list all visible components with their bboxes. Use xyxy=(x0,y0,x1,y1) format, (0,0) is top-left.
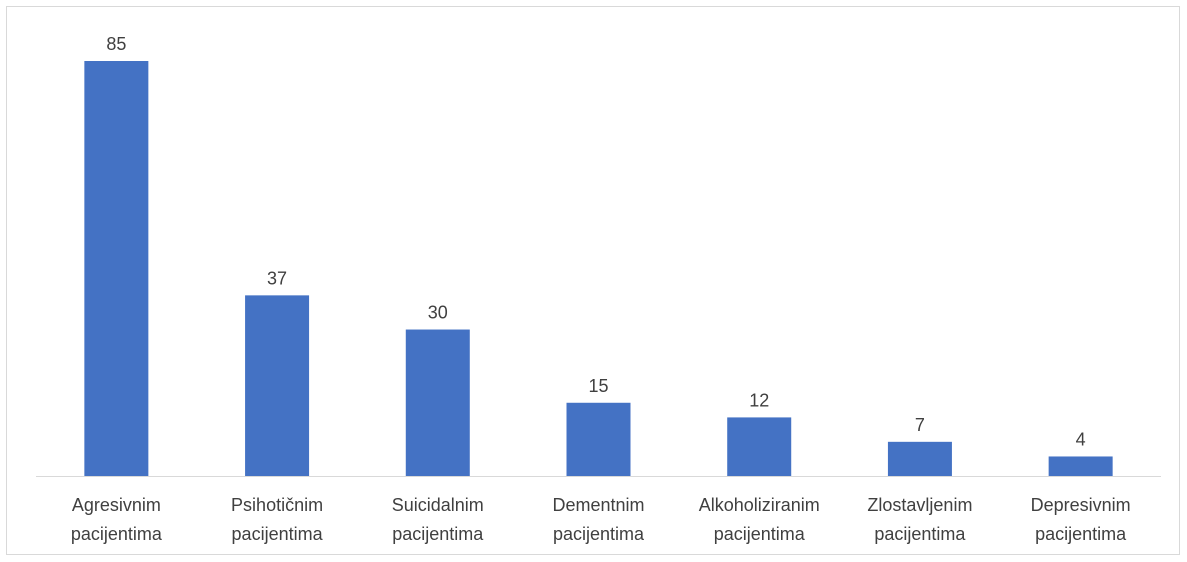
category-label-line: Agresivnim xyxy=(72,495,161,515)
category-label-line: pacijentima xyxy=(392,524,484,544)
category-label-2: Suicidalnim pacijentima xyxy=(392,495,485,544)
bar-0 xyxy=(84,61,149,476)
bar-4 xyxy=(727,417,792,476)
category-label-line: Alkoholiziranim xyxy=(699,495,820,515)
bars-group xyxy=(84,61,1113,476)
category-label-line: pacijentima xyxy=(1035,524,1127,544)
data-label-6: 4 xyxy=(1076,429,1086,449)
category-label-line: pacijentima xyxy=(553,524,645,544)
data-label-5: 7 xyxy=(915,415,925,435)
category-label-0: Agresivnim pacijentima xyxy=(71,495,163,544)
data-label-3: 15 xyxy=(588,376,608,396)
data-labels-group: 85 37 30 15 12 7 4 xyxy=(106,34,1085,449)
category-label-line: Dementnim xyxy=(552,495,644,515)
category-label-line: pacijentima xyxy=(232,524,324,544)
category-label-line: pacijentima xyxy=(714,524,806,544)
category-label-line: Psihotičnim xyxy=(231,495,323,515)
category-label-3: Dementnim pacijentima xyxy=(552,495,645,544)
category-label-6: Depresivnim pacijentima xyxy=(1031,495,1131,544)
bar-5 xyxy=(887,441,952,476)
category-label-line: Suicidalnim xyxy=(392,495,484,515)
category-label-line: pacijentima xyxy=(874,524,966,544)
category-label-line: Zlostavljenim xyxy=(867,495,972,515)
data-label-0: 85 xyxy=(106,34,126,54)
category-label-4: Alkoholiziranim pacijentima xyxy=(699,495,820,544)
category-label-5: Zlostavljenim pacijentima xyxy=(867,495,972,544)
category-label-line: Depresivnim xyxy=(1031,495,1131,515)
bar-1 xyxy=(245,295,310,476)
bar-6 xyxy=(1048,456,1113,476)
data-label-4: 12 xyxy=(749,390,769,410)
bar-2 xyxy=(405,329,470,476)
category-label-line: pacijentima xyxy=(71,524,163,544)
data-label-2: 30 xyxy=(428,303,448,323)
category-label-1: Psihotičnim pacijentima xyxy=(231,495,324,544)
bar-3 xyxy=(566,402,631,476)
category-labels-group: Agresivnim pacijentima Psihotičnim pacijent… xyxy=(71,495,1131,544)
data-label-1: 37 xyxy=(267,268,287,288)
